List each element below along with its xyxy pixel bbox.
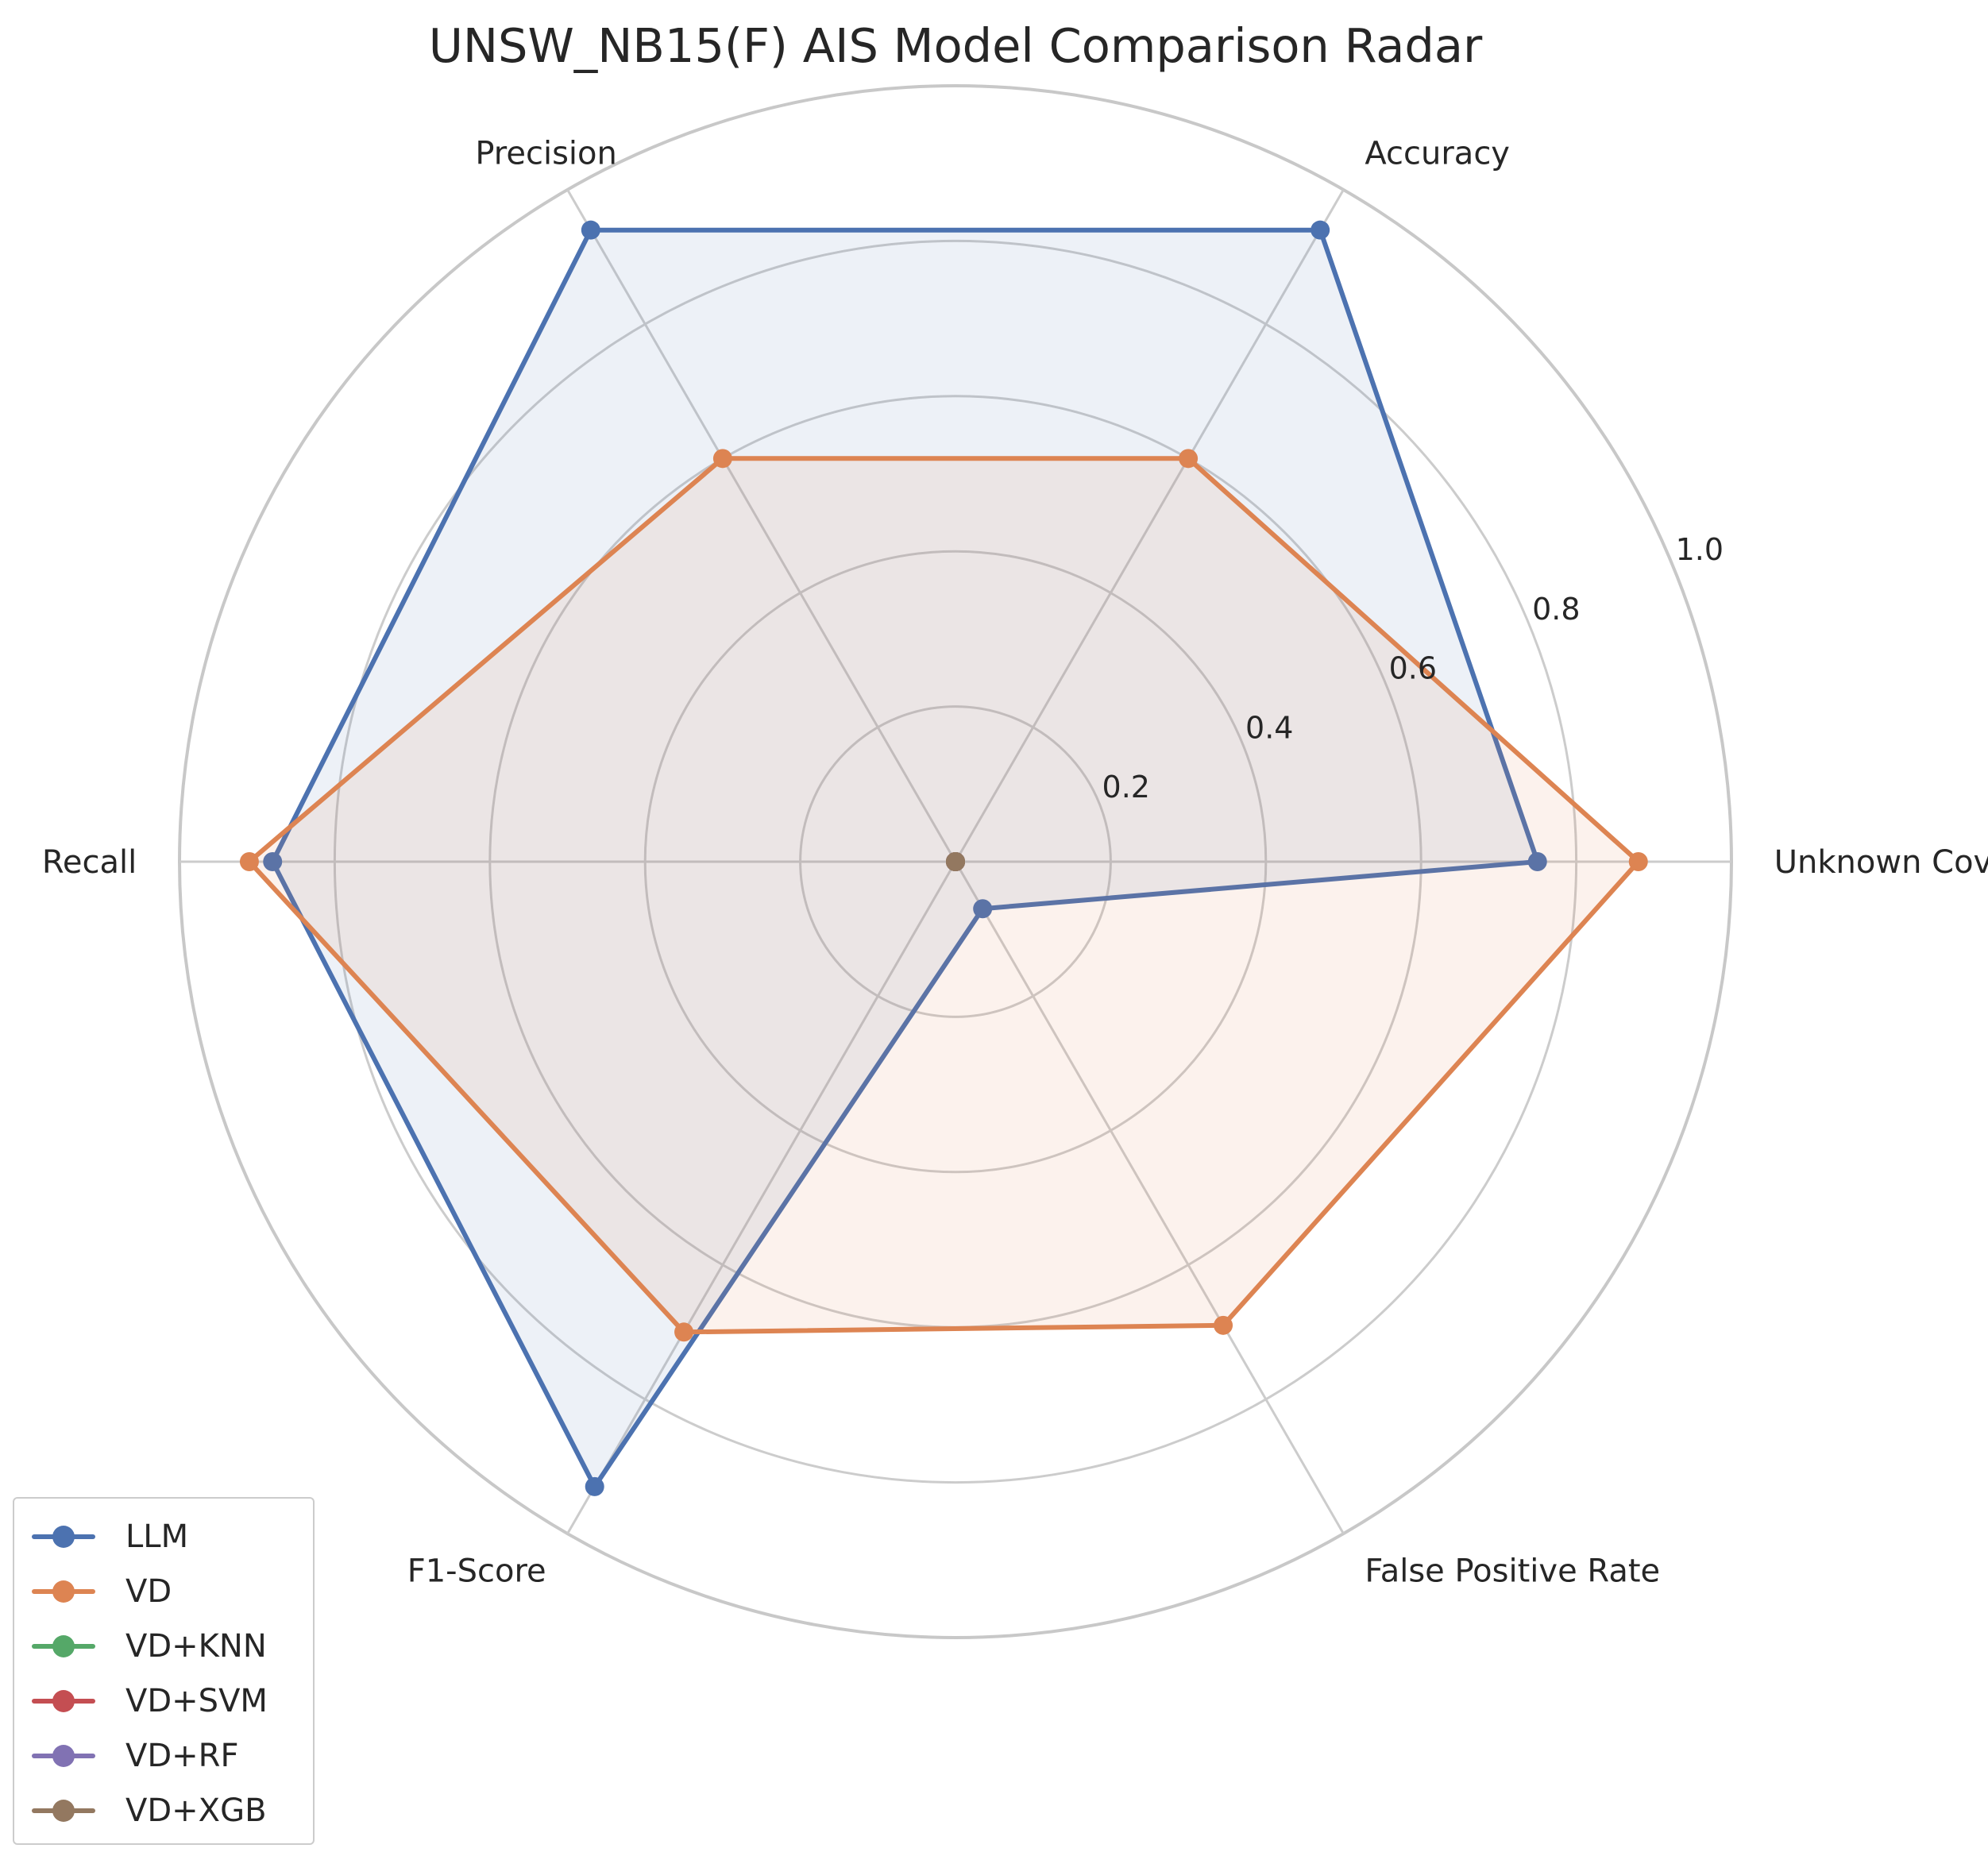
data-point bbox=[674, 1322, 694, 1342]
legend-label: VD+SVM bbox=[125, 1683, 268, 1719]
legend-label: VD+XGB bbox=[125, 1792, 267, 1829]
data-point bbox=[973, 899, 993, 919]
axis-labels: Unknown Coverage Accuracy Precision Recall F… bbox=[42, 135, 1988, 1589]
legend-marker bbox=[52, 1580, 75, 1603]
data-point bbox=[946, 852, 965, 871]
axis-label: Unknown Coverage bbox=[1774, 844, 1988, 881]
axis-label: F1-Score bbox=[407, 1553, 546, 1590]
radial-tick-label: 0.8 bbox=[1532, 592, 1580, 627]
spoke-line bbox=[566, 189, 957, 862]
series-fill bbox=[249, 458, 1639, 1333]
radial-tick-label: 0.4 bbox=[1245, 710, 1293, 745]
axis-label: Precision bbox=[475, 135, 616, 172]
series-vd bbox=[239, 449, 1648, 1342]
data-point bbox=[1628, 852, 1648, 871]
axis-label: Recall bbox=[42, 844, 137, 881]
series-layer bbox=[239, 220, 1648, 1496]
legend-item: VD bbox=[14, 1568, 313, 1615]
data-point bbox=[1214, 1315, 1233, 1335]
legend-label: VD bbox=[125, 1573, 172, 1610]
data-point bbox=[581, 220, 600, 240]
legend-label: VD+KNN bbox=[125, 1628, 267, 1665]
legend-label: LLM bbox=[125, 1518, 189, 1555]
radial-tick-label: 1.0 bbox=[1676, 532, 1724, 567]
legend-item: VD+XGB bbox=[14, 1787, 313, 1835]
legend: LLM VD VD+KNN VD+SVM VD+RF VD+XGB bbox=[13, 1497, 315, 1845]
data-point bbox=[1527, 852, 1547, 871]
legend-marker bbox=[52, 1690, 75, 1712]
radar-grid bbox=[178, 84, 1733, 1639]
legend-marker bbox=[52, 1745, 75, 1767]
series-vd-xgb bbox=[946, 852, 965, 871]
radial-tick-label: 0.6 bbox=[1389, 651, 1437, 686]
radial-tick-label: 0.2 bbox=[1102, 770, 1150, 805]
chart-title: UNSW_NB15(F) AIS Model Comparison Radar bbox=[429, 18, 1483, 73]
legend-marker bbox=[52, 1635, 75, 1657]
legend-item: VD+RF bbox=[14, 1732, 313, 1780]
axis-label: False Positive Rate bbox=[1365, 1553, 1660, 1590]
legend-marker bbox=[52, 1526, 75, 1548]
data-point bbox=[1179, 449, 1199, 469]
data-point bbox=[263, 852, 283, 871]
legend-item: LLM bbox=[14, 1513, 313, 1561]
legend-item: VD+KNN bbox=[14, 1623, 313, 1670]
legend-label: VD+RF bbox=[125, 1738, 239, 1774]
data-point bbox=[712, 449, 732, 469]
data-point bbox=[1311, 220, 1330, 240]
series-fill bbox=[272, 230, 1538, 1487]
axis-label: Accuracy bbox=[1365, 135, 1510, 172]
spoke-line bbox=[566, 861, 957, 1534]
spoke-line bbox=[954, 189, 1345, 862]
data-point bbox=[239, 852, 259, 871]
spoke-line bbox=[954, 861, 1345, 1534]
legend-item: VD+SVM bbox=[14, 1677, 313, 1725]
data-point bbox=[585, 1476, 604, 1496]
series-llm bbox=[263, 220, 1547, 1496]
legend-marker bbox=[52, 1800, 75, 1822]
